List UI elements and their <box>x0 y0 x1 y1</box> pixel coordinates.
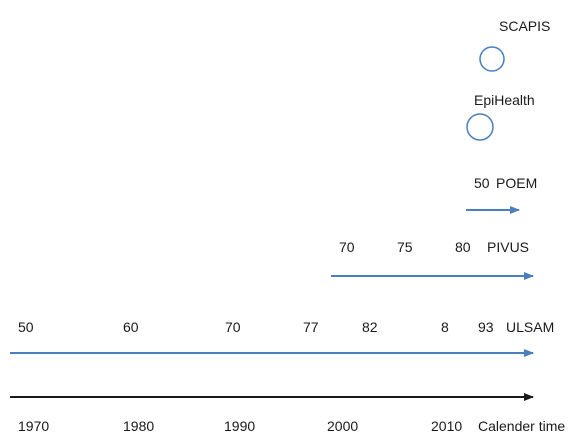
poem-age-50: 50 <box>474 175 490 191</box>
ulsam-age-70: 70 <box>225 319 241 335</box>
pivus-label: PIVUS <box>487 239 529 255</box>
pivus-age-70: 70 <box>339 239 355 255</box>
scapis-label: SCAPIS <box>499 18 550 34</box>
year-1970: 1970 <box>18 418 49 434</box>
scapis-circle <box>479 46 505 72</box>
ulsam-age-82: 82 <box>362 319 378 335</box>
ulsam-age-50: 50 <box>18 319 34 335</box>
ulsam-age-93: 93 <box>478 319 494 335</box>
ulsam-age-60: 60 <box>123 319 139 335</box>
calendar-time-label: Calender time <box>478 418 565 434</box>
year-1980: 1980 <box>123 418 154 434</box>
year-2010: 2010 <box>431 418 462 434</box>
poem-label: POEM <box>496 175 537 191</box>
ulsam-label: ULSAM <box>506 319 554 335</box>
epihealth-circle <box>466 113 494 141</box>
year-2000: 2000 <box>327 418 358 434</box>
year-1990: 1990 <box>224 418 255 434</box>
pivus-age-80: 80 <box>455 239 471 255</box>
ulsam-age-8: 8 <box>441 319 449 335</box>
pivus-age-75: 75 <box>397 239 413 255</box>
ulsam-age-77: 77 <box>303 319 319 335</box>
epihealth-label: EpiHealth <box>474 92 535 108</box>
